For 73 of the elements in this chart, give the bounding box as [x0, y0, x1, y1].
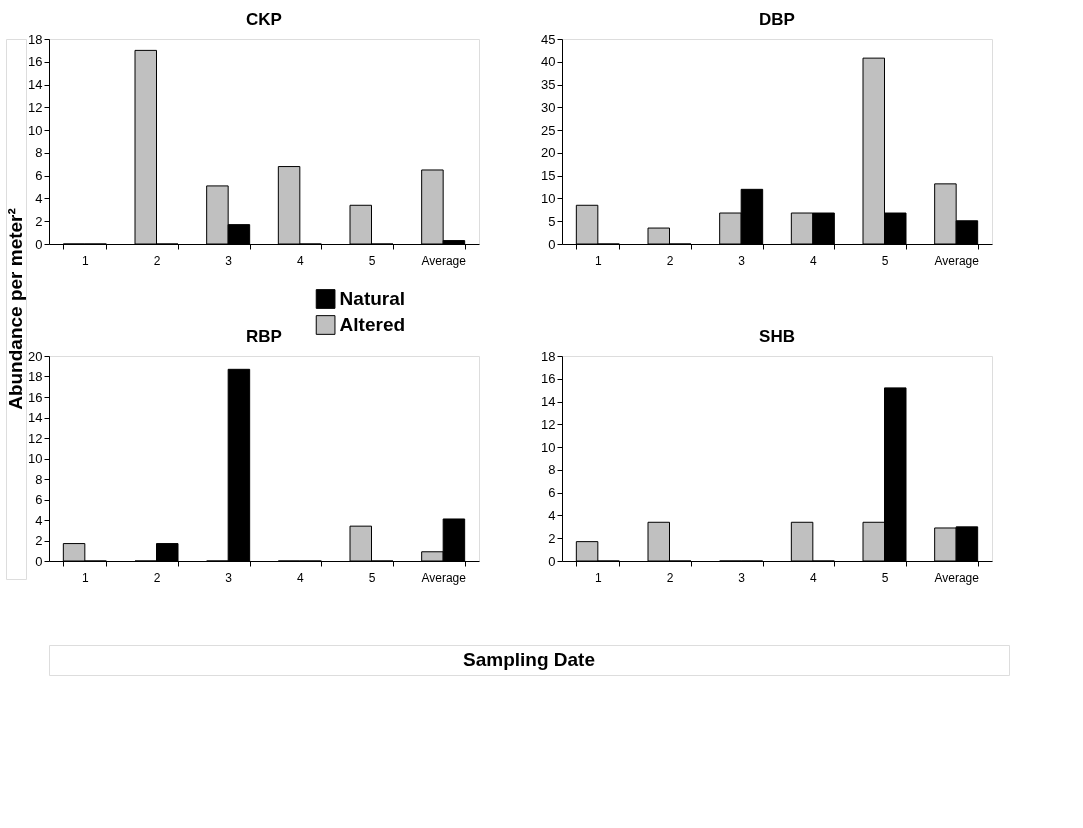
- y-tick-label: 15: [541, 168, 556, 184]
- y-tick-label: 4: [548, 507, 556, 523]
- x-tick-label: 1: [594, 570, 602, 585]
- y-axis-title: Abundance per meter²: [5, 208, 26, 410]
- y-tick-label: 6: [35, 492, 43, 507]
- y-tick-label: 4: [35, 190, 43, 206]
- x-tick-label: 4: [296, 253, 304, 268]
- x-tick-label: 3: [225, 253, 233, 268]
- chart-title: CKP: [246, 10, 282, 29]
- y-tick-label: 12: [541, 416, 556, 432]
- x-tick-label: 4: [809, 570, 817, 585]
- y-tick-label: 6: [35, 168, 43, 184]
- y-tick-label: 4: [35, 512, 43, 528]
- y-tick-label: 40: [541, 54, 556, 70]
- y-tick-label: 18: [28, 369, 43, 384]
- y-tick-label: 0: [35, 236, 43, 252]
- x-tick-label: 2: [153, 253, 161, 268]
- y-tick-label: 2: [548, 530, 556, 546]
- y-tick-label: 18: [541, 348, 556, 364]
- y-tick-label: 8: [548, 462, 556, 478]
- y-tick-label: 35: [541, 77, 556, 93]
- x-tick-label: 5: [368, 253, 376, 268]
- y-tick-label: 14: [28, 410, 43, 425]
- x-tick-label: Average: [421, 253, 467, 268]
- x-tick-label: 4: [296, 570, 304, 585]
- x-tick-label: 2: [153, 570, 161, 585]
- x-tick-label: Average: [421, 570, 467, 585]
- legend-label: Natural: [339, 288, 406, 309]
- y-tick-label: 10: [541, 439, 556, 455]
- x-tick-label: 1: [81, 253, 89, 268]
- y-tick-label: 8: [35, 145, 43, 161]
- y-tick-label: 12: [28, 430, 43, 446]
- x-tick-label: 2: [666, 253, 674, 268]
- y-tick-label: 8: [35, 471, 43, 487]
- y-tick-label: 10: [28, 122, 43, 138]
- y-tick-label: 2: [35, 213, 43, 229]
- x-tick-label: 5: [368, 570, 376, 585]
- x-tick-label: 5: [881, 253, 889, 268]
- y-tick-label: 10: [541, 190, 556, 206]
- y-tick-label: 20: [541, 145, 556, 161]
- x-tick-label: 3: [738, 253, 746, 268]
- y-tick-label: 0: [548, 236, 556, 252]
- x-tick-label: 3: [738, 570, 746, 585]
- legend-label: Altered: [339, 314, 406, 335]
- y-tick-label: 30: [541, 99, 556, 115]
- x-tick-label: 4: [809, 253, 817, 268]
- x-tick-label: 2: [666, 570, 674, 585]
- y-tick-label: 16: [28, 389, 43, 405]
- chart-title: DBP: [759, 10, 795, 29]
- y-tick-label: 2: [35, 533, 43, 548]
- y-tick-label: 18: [28, 31, 43, 47]
- y-tick-label: 5: [548, 213, 556, 229]
- x-tick-label: Average: [934, 253, 980, 268]
- y-tick-label: 25: [541, 122, 556, 138]
- y-tick-label: 0: [548, 553, 556, 569]
- x-tick-label: 1: [594, 253, 602, 268]
- x-tick-label: 3: [225, 570, 233, 585]
- y-tick-label: 14: [541, 394, 556, 410]
- y-tick-label: 16: [28, 54, 43, 70]
- y-tick-label: 6: [548, 485, 556, 501]
- y-tick-label: 0: [35, 553, 43, 569]
- y-tick-label: 12: [28, 99, 43, 115]
- y-tick-label: 16: [541, 371, 556, 387]
- y-tick-label: 10: [28, 451, 43, 466]
- chart-title: SHB: [759, 327, 795, 346]
- x-tick-label: 1: [81, 570, 89, 585]
- y-tick-label: 20: [28, 348, 43, 364]
- x-tick-label: Average: [934, 570, 980, 585]
- x-axis-title: Sampling Date: [463, 649, 595, 670]
- x-tick-label: 5: [881, 570, 889, 585]
- y-tick-label: 45: [541, 31, 556, 47]
- chart-title: RBP: [246, 327, 282, 346]
- y-tick-label: 14: [28, 77, 43, 93]
